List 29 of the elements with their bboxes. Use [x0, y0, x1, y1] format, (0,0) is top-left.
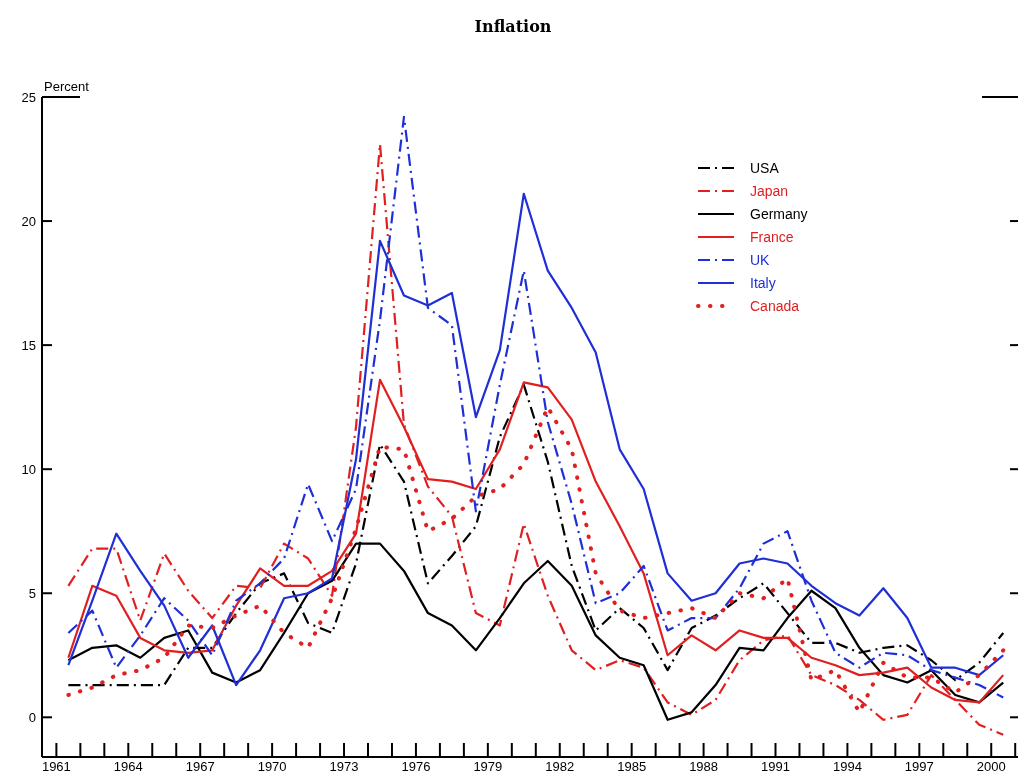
- legend-label: USA: [750, 160, 780, 176]
- x-tick-label: 1988: [689, 759, 719, 774]
- legend-label: Japan: [750, 183, 789, 199]
- legend-label: UK: [750, 252, 771, 268]
- x-tick-label: 1961: [41, 759, 71, 774]
- y-tick-label: 25: [21, 90, 36, 105]
- x-tick-label: 1994: [832, 759, 862, 774]
- x-tick-label: 1997: [904, 759, 934, 774]
- y-tick-label: 0: [28, 710, 36, 726]
- y-axis-title: Percent: [44, 79, 90, 94]
- y-tick-label: 10: [21, 462, 36, 478]
- x-tick-label: 1976: [401, 759, 431, 774]
- x-tick-label: 1973: [329, 759, 359, 774]
- x-tick-label: 1982: [545, 759, 575, 774]
- x-tick-label: 1979: [473, 759, 503, 774]
- x-tick-label: 1964: [113, 759, 143, 774]
- legend-label: Italy: [750, 275, 776, 291]
- chart-title: Inflation: [474, 17, 552, 36]
- x-tick-label: 1991: [761, 759, 790, 774]
- x-tick-label: 2000: [976, 759, 1006, 774]
- legend-label: Canada: [750, 298, 800, 314]
- legend-label: Germany: [750, 206, 808, 222]
- y-tick-label: 20: [21, 214, 36, 230]
- legend-label: France: [750, 229, 794, 245]
- y-tick-label: 5: [28, 586, 36, 602]
- x-tick-label: 1985: [617, 759, 647, 774]
- x-tick-label: 1967: [185, 759, 215, 774]
- y-tick-label: 15: [21, 338, 36, 354]
- x-tick-label: 1970: [257, 759, 287, 774]
